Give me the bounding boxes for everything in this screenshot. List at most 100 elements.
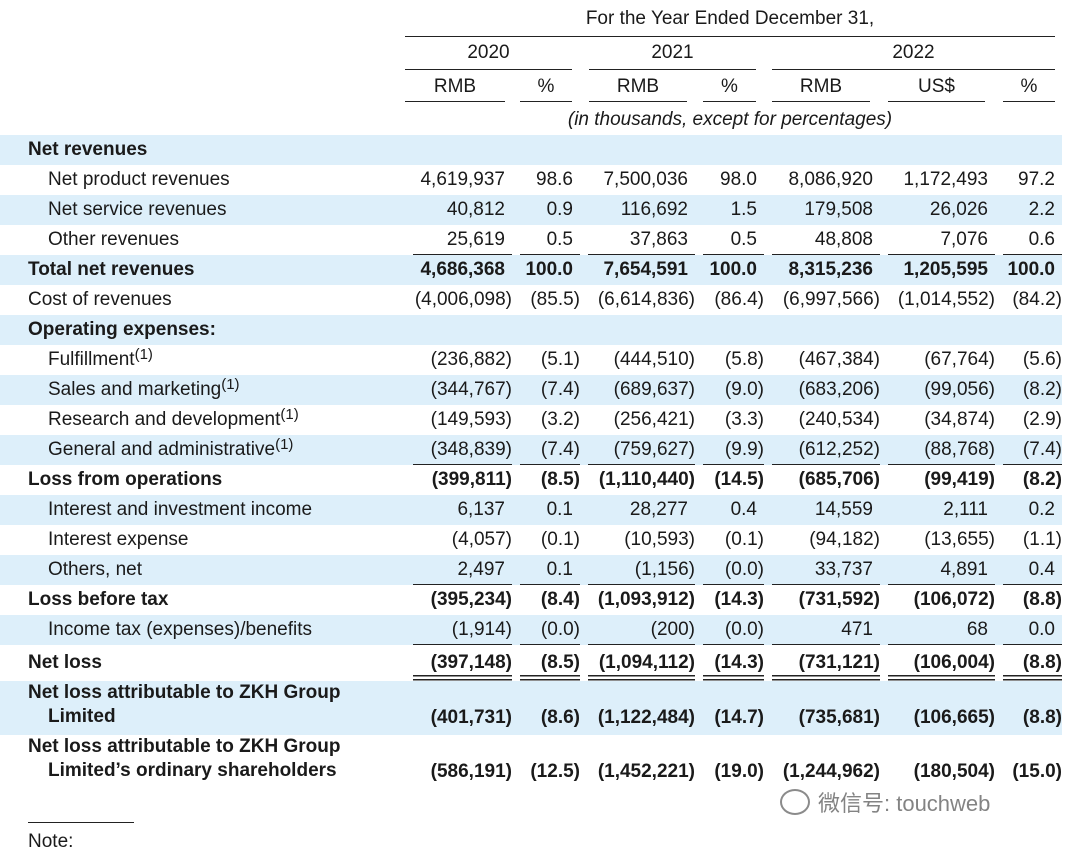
value: (106,072) [913, 589, 995, 610]
row-label-cell: Total net revenues [0, 255, 405, 285]
value: (586,191) [430, 761, 512, 782]
spacer-cell [1062, 465, 1080, 495]
value-cell: (3.2) [512, 405, 580, 435]
value: (1,093,912) [597, 589, 695, 610]
value-cell: (0.0) [512, 615, 580, 645]
value: (9.9) [724, 439, 764, 460]
value: 40,812 [446, 199, 505, 220]
value: 0.4 [1028, 559, 1055, 580]
value-cell: 97.2 [995, 165, 1062, 195]
row: Income tax (expenses)/benefits (1,914) (0.… [0, 615, 1080, 645]
value: (8.2) [1022, 379, 1062, 400]
value-cell: (1,094,112) [580, 645, 695, 681]
value: (236,882) [430, 349, 512, 370]
row: Net revenues [0, 135, 1080, 165]
rule [888, 101, 985, 102]
footnote-ref: (1) [221, 376, 240, 393]
value: (612,252) [798, 439, 880, 460]
value-cell: (0.1) [695, 525, 764, 555]
value: (85.5) [530, 289, 580, 310]
row-label-cell: Income tax (expenses)/benefits [0, 615, 405, 645]
value-cell: 8,315,236 [764, 255, 880, 285]
value: (84.2) [1012, 289, 1062, 310]
value-cell: 0.0 [995, 615, 1062, 645]
value-cell: 8,086,920 [764, 165, 880, 195]
value: 100.0 [709, 259, 757, 280]
value-cell: 0.9 [512, 195, 580, 225]
value: 4,686,368 [420, 259, 505, 280]
value: (3.3) [724, 409, 764, 430]
value: (0.1) [724, 529, 764, 550]
row-label: Net product revenues [48, 169, 405, 191]
value: 1,172,493 [903, 169, 988, 190]
value-cell: (586,191) [405, 735, 512, 789]
value-cell: (149,593) [405, 405, 512, 435]
value-cell: (19.0) [695, 735, 764, 789]
column-header: RMB [433, 76, 477, 97]
value-cell: (180,504) [880, 735, 995, 789]
value-cell: (8.2) [995, 465, 1062, 495]
value-cell: (6,997,566) [764, 285, 880, 315]
value: 2,497 [457, 559, 505, 580]
value: (683,206) [798, 379, 880, 400]
value: (94,182) [809, 529, 880, 550]
value-cell: 1,205,595 [880, 255, 995, 285]
spacer-cell [1062, 135, 1080, 165]
value: 4,891 [940, 559, 988, 580]
value-cell: (0.0) [695, 615, 764, 645]
value-cell: (8.8) [995, 645, 1062, 681]
row-label-cell: Loss from operations [0, 465, 405, 495]
value: (3.2) [540, 409, 580, 430]
value-cell: (12.5) [512, 735, 580, 789]
label-text: Interest expense [48, 529, 189, 550]
spacer-cell [1062, 315, 1080, 345]
value: (1,156) [634, 559, 695, 580]
value-cell: 0.4 [995, 555, 1062, 585]
value-cell: (256,421) [580, 405, 695, 435]
value-cell: (34,874) [880, 405, 995, 435]
row-label-cell: Net loss [0, 645, 405, 681]
row-label-cell: Sales and marketing(1) [0, 375, 405, 405]
value: (6,614,836) [597, 289, 695, 310]
value: (14.7) [714, 707, 764, 728]
value: (348,839) [430, 439, 512, 460]
row-label: Total net revenues [28, 259, 405, 281]
value-cell: (348,839) [405, 435, 512, 465]
row-label: Net revenues [28, 139, 405, 161]
value-cell: 98.6 [512, 165, 580, 195]
value-cell: 7,654,591 [580, 255, 695, 285]
spacer-cell [1062, 165, 1080, 195]
row-label-cell: Operating expenses: [0, 315, 405, 345]
rule [589, 101, 687, 102]
value: (14.3) [714, 589, 764, 610]
row-label-cell: Loss before tax [0, 585, 405, 615]
value: (149,593) [430, 409, 512, 430]
spacer-cell [1062, 735, 1080, 789]
value-cell: (10,593) [580, 525, 695, 555]
value: (1,014,552) [897, 289, 995, 310]
row-label: Loss from operations [28, 469, 405, 491]
value: (256,421) [613, 409, 695, 430]
value-cell: (8.5) [512, 465, 580, 495]
value: (1.1) [1022, 529, 1062, 550]
value-cell: 7,076 [880, 225, 995, 255]
value: (106,004) [913, 652, 995, 673]
value-cell: 100.0 [695, 255, 764, 285]
value: (0.1) [540, 529, 580, 550]
rule [405, 101, 505, 102]
value: 6,137 [457, 499, 505, 520]
label-text: Research and development [48, 409, 281, 430]
value: 7,500,036 [603, 169, 688, 190]
value-cell: (1,244,962) [764, 735, 880, 789]
row-label: Net loss [28, 652, 405, 674]
label-text: Loss from operations [28, 469, 223, 490]
value-cell: (99,419) [880, 465, 995, 495]
label-text: Net loss [28, 652, 102, 673]
value-cell: 0.6 [995, 225, 1062, 255]
row: Net loss attributable to ZKH Group Limit… [0, 681, 1080, 735]
value-cell: 0.4 [695, 495, 764, 525]
value-cell: (8.4) [512, 585, 580, 615]
value-cell: 4,686,368 [405, 255, 512, 285]
value: (731,121) [798, 652, 880, 673]
value: 116,692 [620, 199, 688, 220]
